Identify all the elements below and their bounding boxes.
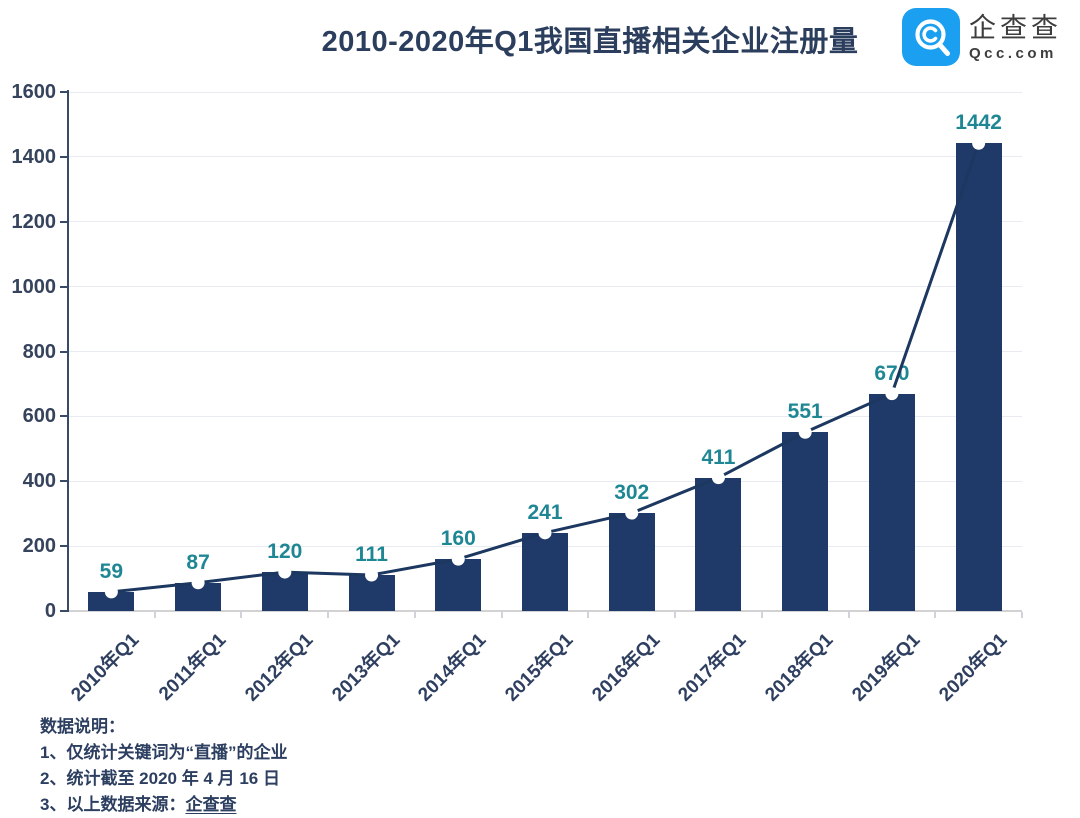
x-axis-tick	[674, 612, 677, 618]
value-label-2020年Q1: 1442	[955, 111, 1002, 135]
note-2: 2、统计截至 2020 年 4 月 16 日	[40, 769, 280, 788]
value-label-2014年Q1: 160	[440, 527, 476, 551]
y-axis-label: 1000	[11, 275, 57, 298]
value-label-2012年Q1: 120	[267, 540, 303, 564]
y-gridline	[68, 91, 1022, 93]
y-axis-label: 400	[22, 470, 56, 493]
value-label-2013年Q1: 111	[355, 542, 388, 566]
value-label-2015年Q1: 241	[527, 500, 563, 524]
value-label-2010年Q1: 59	[99, 559, 124, 583]
qcc-logo: 企查查 Qcc.com	[902, 8, 1062, 66]
bar-2016年Q1	[608, 513, 655, 611]
bar-2012年Q1	[261, 572, 308, 611]
bar-2017年Q1	[695, 477, 742, 611]
bar-2010年Q1	[88, 591, 135, 611]
x-axis-tick	[500, 612, 503, 618]
y-axis-line	[67, 90, 69, 612]
y-axis-tick	[60, 545, 67, 548]
y-gridline	[68, 351, 1022, 352]
value-label-2019年Q1: 670	[874, 361, 910, 385]
note-3: 3、以上数据来源：企查查	[40, 795, 237, 814]
value-label-2018年Q1: 551	[787, 400, 823, 424]
bar-2014年Q1	[435, 559, 482, 611]
note-1: 1、仅统计关键词为“直播”的企业	[40, 743, 288, 762]
data-notes: 数据说明： 1、仅统计关键词为“直播”的企业 2、统计截至 2020 年 4 月…	[40, 714, 287, 818]
value-label-2011年Q1: 87	[186, 550, 210, 574]
y-axis-tick	[60, 415, 67, 418]
qcc-logo-name: 企查查	[969, 12, 1062, 43]
x-axis-tick	[1021, 612, 1023, 618]
qcc-logo-text: 企查查 Qcc.com	[969, 13, 1062, 62]
chart-title: 2010-2020年Q1我国直播相关企业注册量	[321, 26, 859, 58]
y-axis-tick	[60, 285, 67, 288]
bar-2019年Q1	[868, 393, 915, 611]
bar-2015年Q1	[522, 532, 568, 611]
y-axis-label: 1200	[11, 210, 57, 233]
y-axis-tick	[60, 155, 67, 158]
qcc-magnifier-icon	[902, 8, 960, 66]
y-axis-tick	[60, 480, 67, 483]
x-axis-tick	[760, 612, 763, 618]
y-axis-tick	[60, 350, 67, 353]
qcc-logo-domain: Qcc.com	[969, 44, 1057, 62]
y-axis-tick	[60, 220, 67, 223]
y-axis-label: 0	[44, 600, 56, 622]
x-axis-tick	[240, 612, 243, 618]
value-label-2017年Q1: 411	[701, 445, 736, 469]
y-axis-label: 600	[22, 405, 56, 428]
y-axis-label: 1400	[11, 145, 57, 168]
bar-2018年Q1	[782, 432, 829, 611]
x-axis-line	[68, 610, 1022, 612]
value-label-2016年Q1: 302	[614, 481, 650, 505]
bar-2013年Q1	[348, 574, 395, 611]
y-axis-label: 200	[22, 535, 56, 558]
y-axis-tick	[60, 91, 67, 93]
y-gridline	[68, 156, 1022, 158]
bar-2011年Q1	[175, 582, 222, 611]
y-axis-label: 1600	[11, 81, 57, 103]
y-axis-tick	[60, 610, 67, 612]
x-axis-tick	[327, 612, 330, 618]
y-gridline	[68, 221, 1022, 223]
x-axis-tick	[934, 612, 937, 618]
x-axis-tick	[153, 612, 156, 618]
y-axis-label: 800	[22, 340, 56, 363]
x-axis-tick	[413, 612, 416, 618]
notes-heading: 数据说明：	[40, 717, 125, 736]
bar-2020年Q1	[955, 143, 1002, 611]
x-axis-tick	[587, 612, 590, 618]
qcc-source-link: 企查查	[185, 795, 237, 814]
x-axis-tick	[847, 612, 850, 618]
y-gridline	[68, 286, 1022, 288]
